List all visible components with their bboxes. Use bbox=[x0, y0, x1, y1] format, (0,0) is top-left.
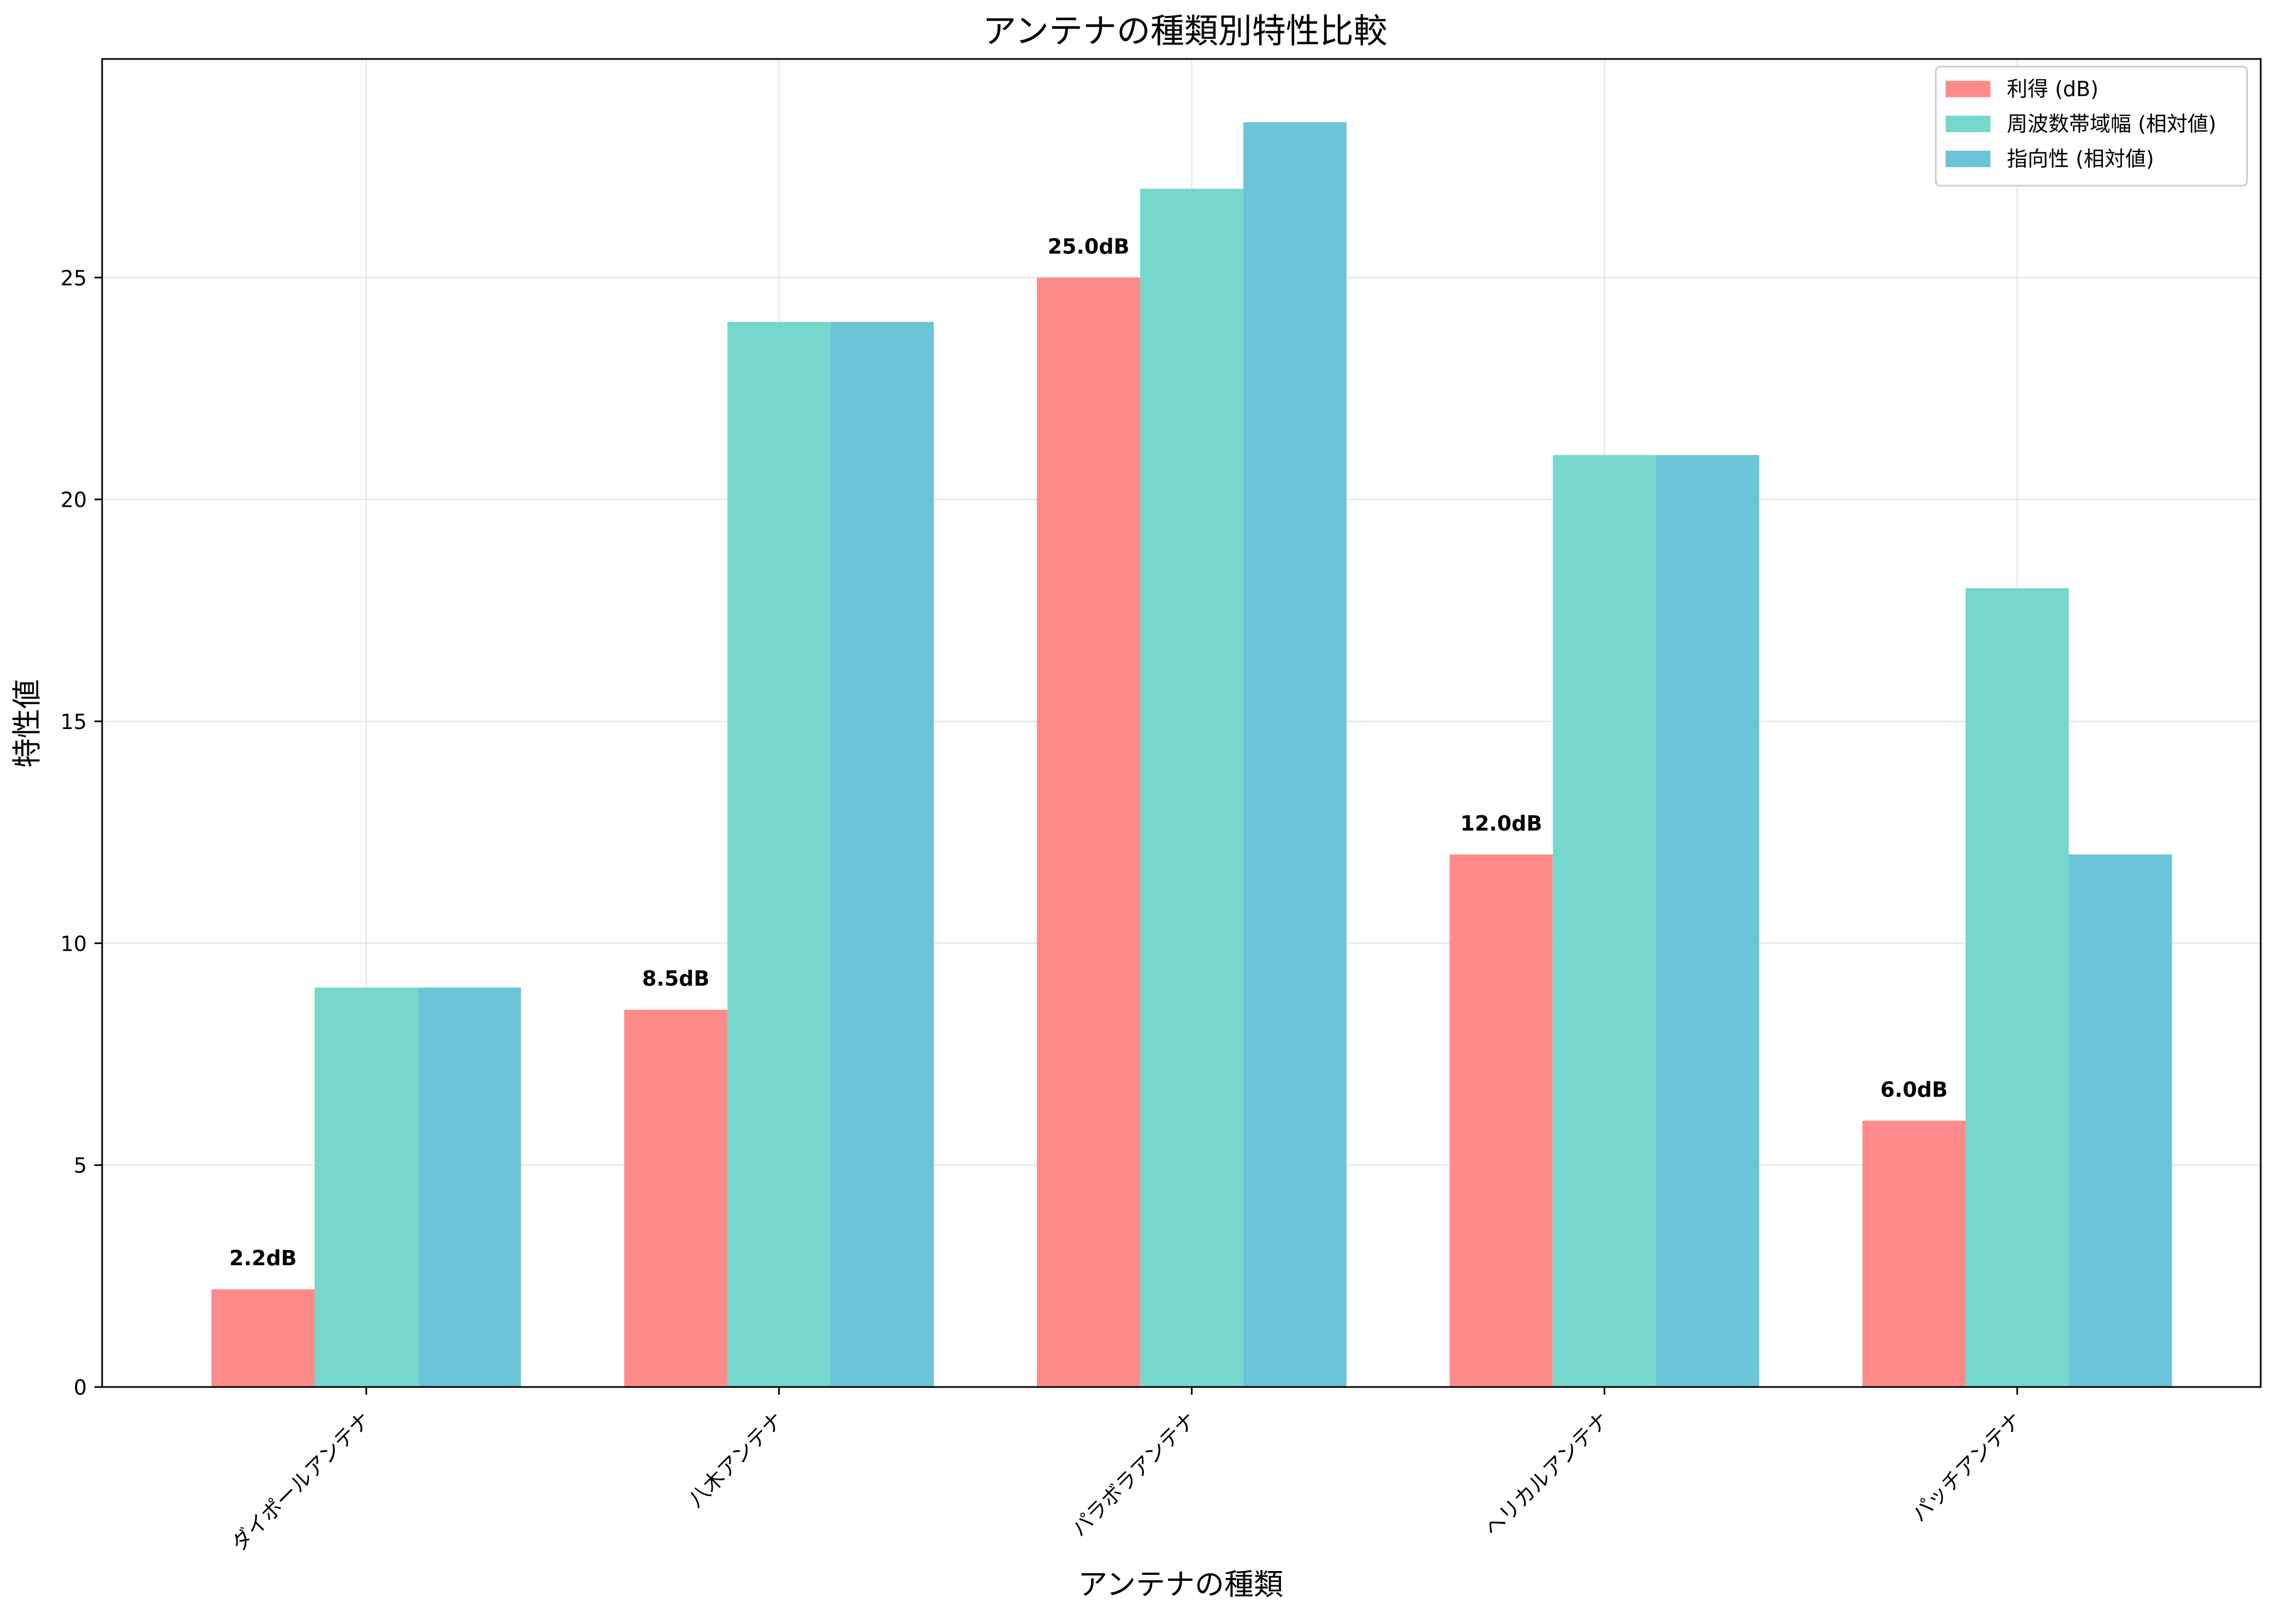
legend-label-directivity: 指向性 (相対値) bbox=[2007, 147, 2154, 171]
bar-bandwidth bbox=[1140, 188, 1243, 1387]
bar-gain bbox=[1449, 854, 1553, 1387]
legend-label-bandwidth: 周波数帯域幅 (相対値) bbox=[2007, 112, 2216, 136]
bar-bandwidth bbox=[1965, 588, 2069, 1387]
bar-data-label: 8.5dB bbox=[642, 967, 709, 991]
bar-directivity bbox=[831, 322, 934, 1387]
bar-gain bbox=[624, 1010, 728, 1387]
y-axis-label: 特性値 bbox=[10, 679, 44, 768]
bar-data-label: 2.2dB bbox=[229, 1246, 297, 1270]
legend-label-gain: 利得 (dB) bbox=[2007, 77, 2099, 101]
bar-directivity bbox=[1243, 122, 1347, 1387]
legend: 利得 (dB) 周波数帯域幅 (相対値) 指向性 (相対値) bbox=[1935, 66, 2248, 187]
legend-swatch-gain bbox=[1946, 81, 1990, 97]
y-tick-label: 20 bbox=[61, 488, 87, 512]
bar-bandwidth bbox=[727, 322, 831, 1387]
legend-box bbox=[1935, 66, 2248, 187]
bar-directivity bbox=[2068, 854, 2172, 1387]
bar-data-label: 12.0dB bbox=[1460, 811, 1542, 835]
bar-bandwidth bbox=[315, 987, 418, 1387]
bar-gain bbox=[1862, 1121, 1966, 1387]
bar-gain bbox=[1036, 277, 1140, 1388]
y-tick-label: 0 bbox=[74, 1376, 87, 1400]
plot-frame bbox=[101, 58, 2262, 1388]
chart-title: アンテナの種類別特性比較 bbox=[982, 11, 1388, 51]
bar-data-label: 6.0dB bbox=[1880, 1077, 1947, 1101]
bar-data-label: 25.0dB bbox=[1047, 234, 1129, 258]
x-axis-label: アンテナの種類 bbox=[1078, 1567, 1283, 1602]
data-labels: 2.2dB 8.5dB 25.0dB 12.0dB 6.0dB bbox=[229, 234, 1948, 1270]
legend-swatch-directivity bbox=[1946, 151, 1990, 167]
bar-directivity bbox=[1656, 455, 1759, 1388]
bar-gain bbox=[211, 1289, 315, 1387]
bar-bandwidth bbox=[1552, 455, 1656, 1388]
legend-swatch-bandwidth bbox=[1946, 116, 1990, 132]
y-tick-label: 5 bbox=[74, 1154, 87, 1178]
bars bbox=[211, 122, 2172, 1388]
y-tick-label: 25 bbox=[61, 266, 87, 290]
y-tick-label: 10 bbox=[61, 932, 87, 956]
bar-directivity bbox=[418, 987, 521, 1387]
y-tick-label: 15 bbox=[61, 710, 87, 734]
